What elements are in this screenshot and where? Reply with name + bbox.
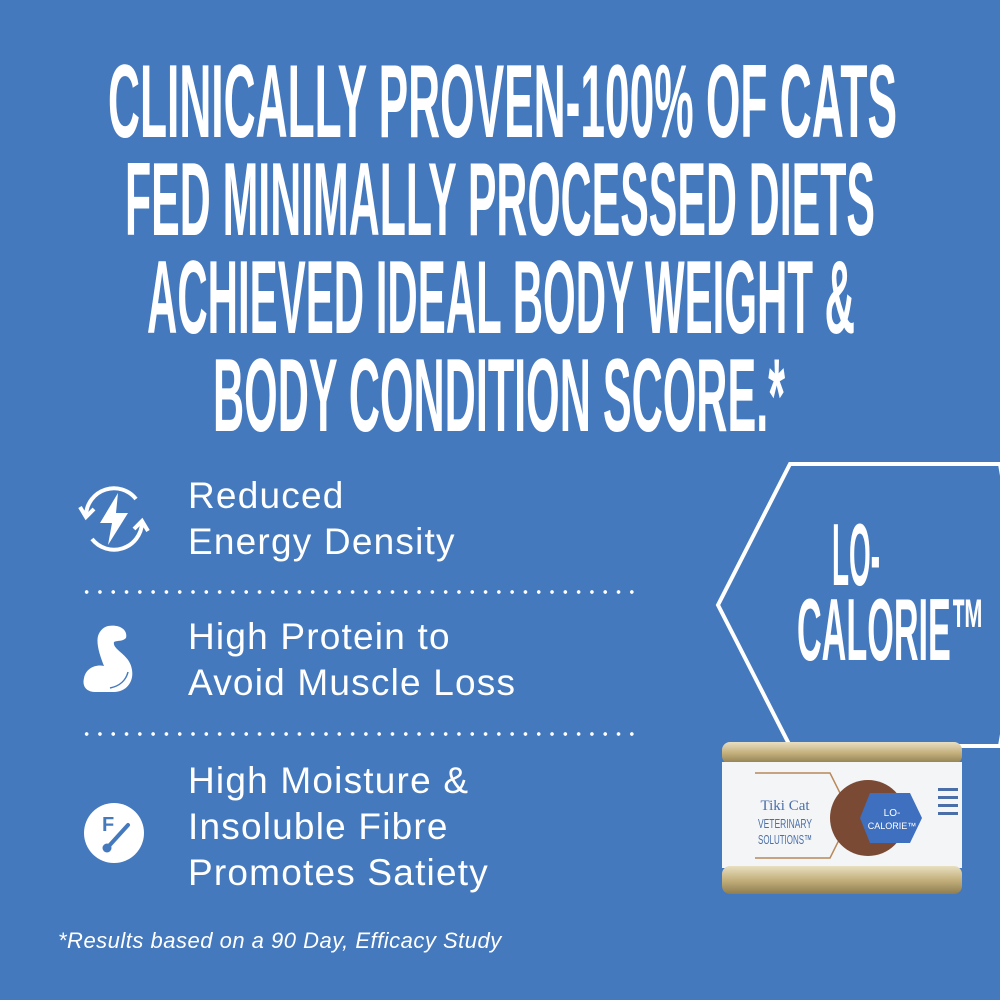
can-brand: Tiki Cat xyxy=(760,798,810,814)
can-line: VETERINARY xyxy=(758,816,812,831)
feature-line: High Protein to xyxy=(188,616,451,657)
lo-calorie-badge: LO- CALORIE™ xyxy=(715,462,1000,748)
can-line: SOLUTIONS™ xyxy=(758,832,812,847)
feature-line: Insoluble Fibre xyxy=(188,806,449,847)
feature-text: Reduced Energy Density xyxy=(188,473,456,565)
can-badge-line: CALORIE™ xyxy=(868,821,917,831)
feature-line: High Moisture & xyxy=(188,760,470,801)
flexed-muscle-icon xyxy=(83,625,133,692)
badge-line: LO- xyxy=(832,505,880,604)
feature-energy-density: Reduced Energy Density xyxy=(74,473,634,565)
dotted-divider xyxy=(80,590,640,594)
feature-line: Reduced xyxy=(188,475,345,516)
feature-line: Energy Density xyxy=(188,521,456,562)
svg-text:F: F xyxy=(102,814,114,836)
badge-line: CALORIE™ xyxy=(797,580,985,679)
dotted-divider xyxy=(80,732,640,736)
headline: CLINICALLY PROVEN-100% OF CATS FED MINIM… xyxy=(108,44,897,450)
feature-high-moisture: F High Moisture & Insoluble Fibre Promot… xyxy=(74,758,634,896)
feature-line: Promotes Satiety xyxy=(188,852,489,893)
headline-line: ACHIEVED IDEAL BODY WEIGHT & xyxy=(147,240,855,356)
headline-line: CLINICALLY PROVEN-100% OF CATS xyxy=(108,44,897,160)
feature-line: Avoid Muscle Loss xyxy=(188,662,517,703)
feature-high-protein: High Protein to Avoid Muscle Loss xyxy=(74,614,634,706)
headline-line: BODY CONDITION SCORE.* xyxy=(213,338,785,450)
footnote: *Results based on a 90 Day, Efficacy Stu… xyxy=(58,928,502,953)
can-badge-line: LO- xyxy=(884,808,901,819)
product-can-image: Tiki Cat VETERINARY SOLUTIONS™ LO- CALOR… xyxy=(722,742,962,894)
energy-cycle-icon xyxy=(78,486,150,552)
fibre-gauge-icon: F xyxy=(84,803,144,863)
feature-text: High Moisture & Insoluble Fibre Promotes… xyxy=(188,758,489,896)
feature-text: High Protein to Avoid Muscle Loss xyxy=(188,614,516,706)
headline-line: FED MINIMALLY PROCESSED DIETS xyxy=(125,142,875,258)
